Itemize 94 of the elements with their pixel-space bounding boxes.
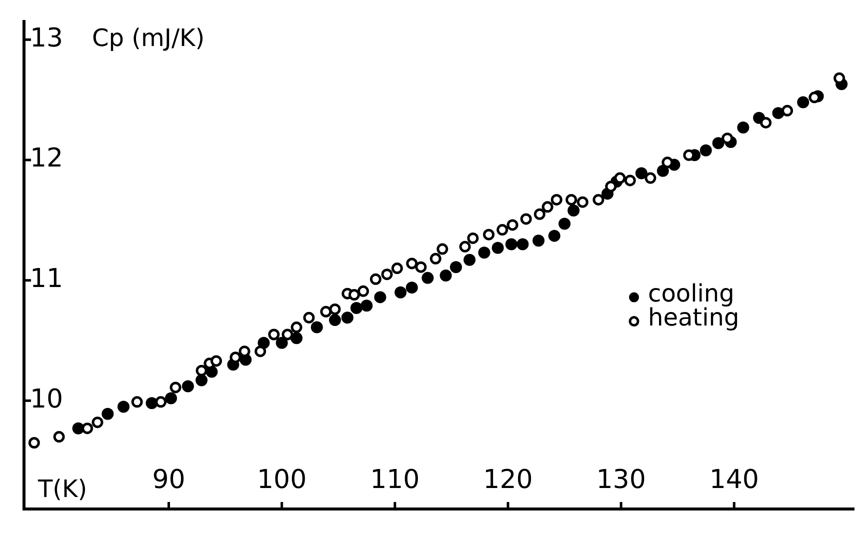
- point: [282, 328, 294, 340]
- point: [550, 194, 562, 206]
- point: [467, 232, 479, 244]
- point: [328, 314, 341, 326]
- point: [102, 408, 114, 420]
- point: [662, 156, 674, 168]
- point: [374, 291, 386, 304]
- point: [496, 224, 508, 236]
- x-tick-label: 90: [152, 465, 186, 496]
- point: [406, 258, 418, 270]
- legend-label: cooling: [648, 280, 734, 308]
- y-tick-label: 12: [30, 144, 64, 174]
- point: [737, 122, 750, 134]
- point: [422, 272, 434, 284]
- y-axis-title: Cp (mJ/K): [92, 24, 205, 52]
- point: [483, 228, 495, 240]
- point: [350, 302, 362, 314]
- point: [568, 204, 580, 217]
- point: [722, 132, 734, 144]
- point: [506, 219, 518, 231]
- point: [118, 400, 130, 413]
- y-tick-label: 11: [30, 264, 64, 294]
- point: [165, 392, 178, 404]
- point: [310, 321, 323, 334]
- point: [290, 332, 303, 344]
- point: [82, 422, 94, 434]
- point: [53, 431, 65, 443]
- x-tick-label: 140: [709, 465, 759, 496]
- point: [624, 174, 636, 186]
- point: [360, 300, 373, 312]
- point: [196, 364, 208, 376]
- point: [712, 137, 724, 150]
- point: [834, 72, 846, 84]
- point: [592, 194, 604, 206]
- point: [254, 346, 266, 358]
- point: [170, 382, 182, 394]
- point: [92, 416, 104, 428]
- point: [430, 252, 442, 264]
- x-tick-label: 110: [370, 465, 420, 496]
- point: [548, 230, 560, 242]
- x-tick-label: 120: [483, 465, 533, 496]
- point: [182, 380, 194, 392]
- point: [155, 396, 167, 408]
- x-axis-title: T(K): [37, 475, 88, 504]
- point: [492, 242, 504, 254]
- point: [341, 312, 354, 324]
- point: [415, 261, 427, 273]
- point: [320, 306, 332, 318]
- point: [605, 180, 617, 192]
- point: [348, 289, 360, 301]
- point: [534, 208, 546, 220]
- point: [329, 303, 341, 315]
- point: [760, 116, 772, 128]
- point: [520, 213, 532, 225]
- point: [131, 396, 143, 408]
- point: [614, 172, 626, 184]
- x-tick-label: 100: [257, 465, 307, 496]
- point: [391, 262, 403, 274]
- point: [303, 312, 315, 324]
- point: [464, 254, 476, 266]
- point: [450, 261, 462, 274]
- point: [230, 352, 242, 364]
- x-tick-label: 130: [596, 465, 646, 496]
- point: [576, 196, 588, 208]
- point: [459, 240, 471, 252]
- point: [440, 270, 452, 282]
- point: [558, 218, 571, 230]
- point: [635, 167, 648, 180]
- point: [542, 201, 554, 213]
- point: [290, 322, 302, 334]
- point: [406, 282, 418, 294]
- point: [381, 268, 393, 280]
- point: [516, 238, 529, 250]
- point: [532, 234, 545, 247]
- point: [700, 144, 712, 156]
- point: [505, 238, 518, 250]
- y-tick-label: 10: [30, 384, 64, 414]
- point: [797, 96, 810, 108]
- point: [644, 172, 656, 184]
- point: [268, 328, 280, 340]
- point: [478, 246, 490, 259]
- point: [436, 243, 448, 255]
- point: [566, 194, 578, 206]
- point: [238, 346, 250, 358]
- point: [394, 286, 407, 298]
- point: [210, 355, 222, 367]
- point: [656, 164, 669, 177]
- point: [276, 336, 288, 349]
- point: [782, 104, 794, 116]
- point: [772, 107, 784, 120]
- point: [28, 437, 40, 449]
- point: [357, 285, 369, 297]
- y-tick-label: 13: [30, 23, 64, 54]
- point: [370, 273, 382, 285]
